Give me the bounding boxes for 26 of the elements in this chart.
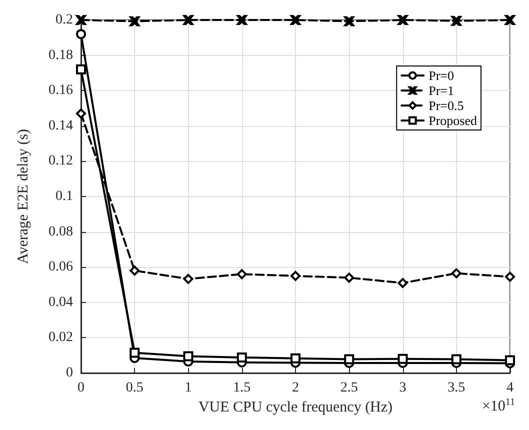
legend-label: Proposed	[428, 113, 478, 128]
x-axis-title: VUE CPU cycle frequency (Hz)	[198, 399, 393, 416]
y-tick-label: 0.04	[48, 294, 73, 310]
x-tick-label: 2.5	[340, 380, 358, 396]
x-tick-label: 0.5	[126, 380, 144, 396]
x-tick-label: 4	[506, 380, 514, 396]
x-tick-label: 1.5	[233, 380, 251, 396]
legend-label: Pr=0	[428, 68, 454, 83]
y-tick-label: 0.06	[48, 260, 73, 275]
y-tick-label: 0.14	[48, 118, 73, 134]
legend-label: Pr=1	[428, 83, 454, 98]
x-tick-label: 2	[292, 380, 299, 396]
y-tick-label: 0.08	[48, 224, 73, 240]
legend-label: Pr=0.5	[428, 98, 464, 113]
x-tick-label: 3.5	[448, 380, 466, 396]
y-tick-label: 0.18	[48, 48, 73, 63]
x-tick-label: 1	[184, 380, 192, 396]
y-tick-label: 0.2	[56, 12, 73, 28]
y-tick-label: 0.1	[56, 189, 73, 204]
y-tick-label: 0.12	[48, 154, 73, 169]
y-tick-label: 0.02	[48, 330, 73, 346]
y-tick-label: 0	[66, 366, 73, 380]
y-axis-title: Average E2E delay (s)	[16, 128, 32, 264]
y-tick-label: 0.16	[48, 83, 73, 98]
x-tick-label: 0	[78, 380, 84, 396]
x-tick-label: 3	[399, 380, 406, 396]
